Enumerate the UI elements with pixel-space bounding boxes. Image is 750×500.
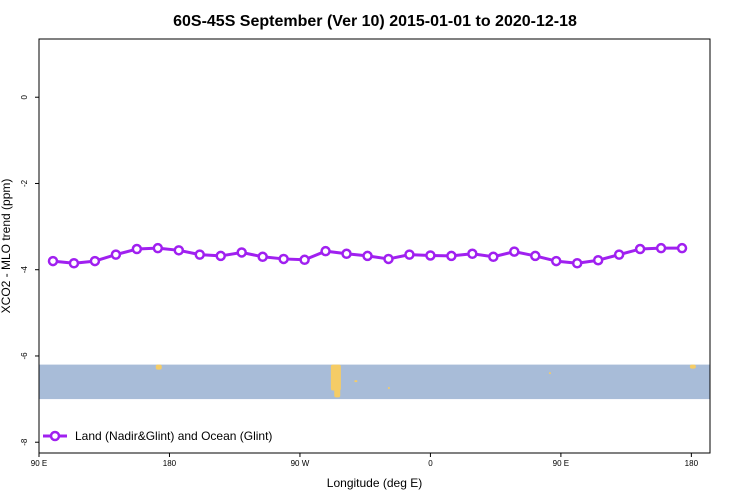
- data-point: [215, 250, 226, 262]
- data-point: [320, 245, 331, 257]
- data-point: [446, 250, 457, 262]
- chart-title: 60S-45S September (Ver 10) 2015-01-01 to…: [173, 13, 577, 30]
- data-point: [341, 248, 352, 260]
- land-ocean-map-band: [39, 364, 710, 400]
- data-point: [89, 255, 101, 267]
- data-point: [634, 243, 646, 255]
- data-point: [194, 249, 206, 260]
- y-tick-label: -2: [20, 179, 29, 187]
- data-point: [655, 242, 667, 254]
- data-point: [509, 246, 520, 257]
- data-point: [257, 251, 268, 263]
- y-tick-label: -6: [20, 352, 29, 360]
- y-axis-label: XCO2 - MLO trend (ppm): [0, 179, 13, 314]
- data-point: [362, 250, 373, 262]
- ocean-band: [39, 364, 710, 400]
- data-point: [530, 250, 541, 262]
- data-point: [425, 250, 436, 261]
- x-tick-label: 90 E: [553, 459, 569, 468]
- data-point: [383, 253, 394, 265]
- plot-frame: [38, 38, 711, 454]
- x-tick-label: 90 E: [31, 459, 47, 468]
- x-tick-label: 0: [428, 459, 433, 468]
- series-layer: [47, 242, 688, 269]
- y-tick-label: -8: [20, 438, 29, 446]
- data-point: [47, 255, 59, 267]
- legend-entry-label: Land (Nadir&Glint) and Ocean (Glint): [75, 429, 272, 443]
- land-patch: [155, 364, 162, 370]
- data-point: [613, 249, 625, 260]
- data-point: [110, 249, 122, 260]
- x-axis-label: Longitude (deg E): [327, 476, 422, 490]
- data-point: [68, 258, 80, 269]
- y-tick-label: 0: [20, 94, 29, 99]
- data-point: [550, 255, 562, 267]
- land-patch: [387, 387, 390, 390]
- data-point: [404, 249, 415, 260]
- x-tick-label: 180: [685, 459, 699, 468]
- data-point: [152, 242, 164, 254]
- x-tick-label: 180: [163, 459, 177, 468]
- data-point: [299, 254, 310, 266]
- y-tick-label: -4: [20, 266, 29, 274]
- data-point: [173, 245, 185, 256]
- data-point: [131, 243, 143, 255]
- legend: Land (Nadir&Glint) and Ocean (Glint): [43, 429, 272, 443]
- x-tick-label: 90 W: [291, 459, 310, 468]
- data-point: [488, 251, 499, 263]
- data-point: [467, 248, 478, 260]
- land-patch: [354, 380, 358, 383]
- data-point: [236, 247, 247, 258]
- x-axis: 90 E 180 90 W 0 90 E 180: [31, 453, 699, 468]
- land-patch: [689, 364, 696, 369]
- data-point: [571, 258, 583, 269]
- land-patch: [548, 372, 551, 375]
- data-point: [592, 254, 604, 266]
- data-point: [278, 253, 289, 265]
- data-point: [676, 242, 688, 254]
- y-axis: 0 -2 -4 -6 -8: [20, 94, 39, 446]
- land-patch: [334, 381, 341, 398]
- legend-marker-swatch: [49, 430, 61, 442]
